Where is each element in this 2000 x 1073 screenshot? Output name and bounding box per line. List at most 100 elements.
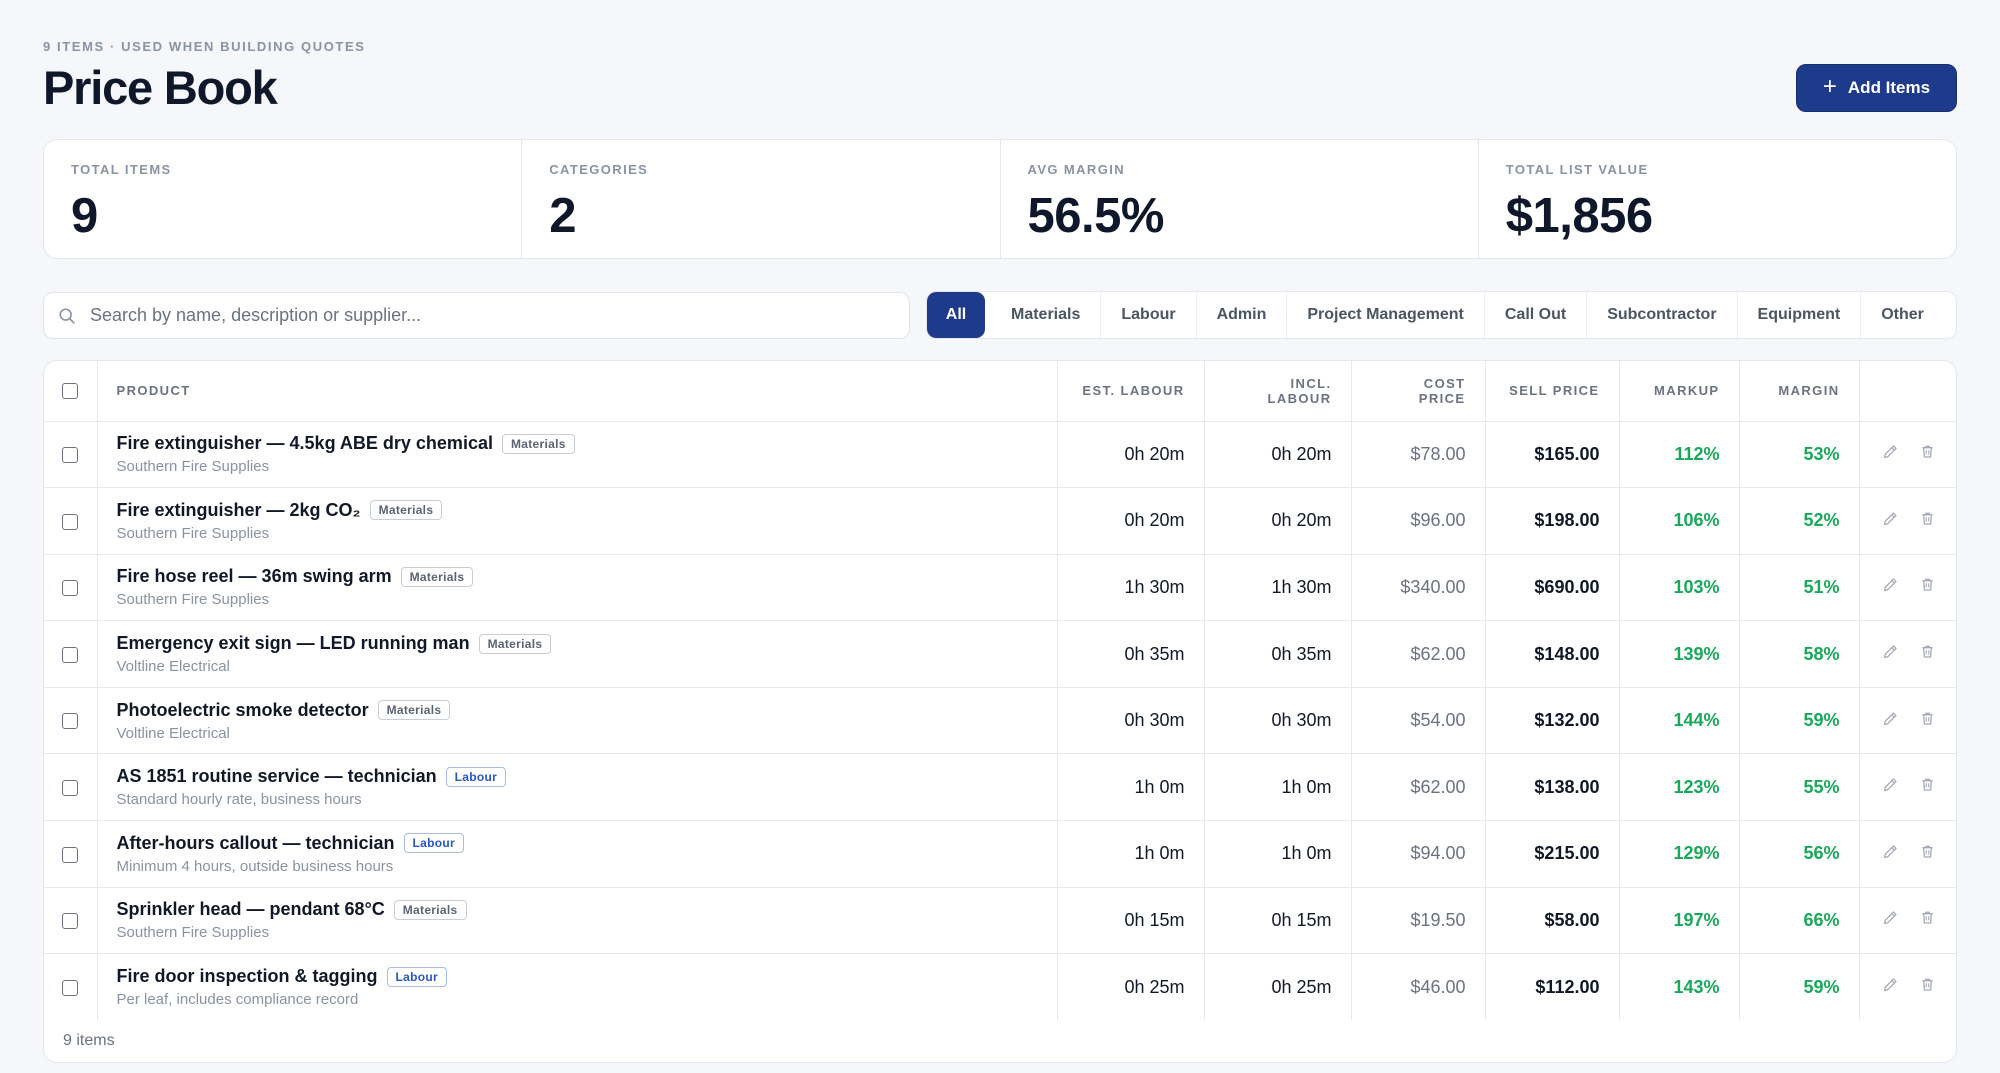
plus-icon: +: [1822, 73, 1837, 100]
incl-labour-cell: 0h 15m: [1204, 887, 1352, 955]
col-margin[interactable]: MARGIN: [1739, 361, 1860, 422]
pencil-icon[interactable]: [1882, 776, 1899, 793]
incl-labour-cell: 0h 20m: [1204, 421, 1352, 489]
table-row[interactable]: Fire extinguisher — 2kg CO₂ Materials So…: [44, 487, 1956, 555]
row-checkbox[interactable]: [62, 913, 79, 930]
category-badge: Materials: [393, 899, 467, 920]
table-row[interactable]: Sprinkler head — pendant 68°C Materials …: [44, 887, 1956, 955]
page-eyebrow: 9 ITEMS · USED WHEN BUILDING QUOTES: [43, 39, 366, 54]
trash-icon[interactable]: [1919, 776, 1936, 793]
actions-cell: [1859, 421, 1956, 489]
trash-icon[interactable]: [1919, 576, 1936, 593]
cost-price-cell: $19.50: [1351, 887, 1486, 955]
table-row[interactable]: After-hours callout — technician Labour …: [44, 820, 1956, 888]
row-checkbox[interactable]: [62, 513, 79, 530]
margin-cell: 55%: [1739, 753, 1860, 822]
markup-cell: 112%: [1619, 421, 1740, 489]
cost-price-cell: $340.00: [1351, 554, 1486, 622]
pencil-icon[interactable]: [1882, 843, 1899, 860]
row-checkbox[interactable]: [62, 979, 79, 996]
product-cell: Fire extinguisher — 4.5kg ABE dry chemic…: [97, 421, 1058, 489]
pencil-icon[interactable]: [1882, 443, 1899, 460]
trash-icon[interactable]: [1919, 510, 1936, 527]
filter-call-out[interactable]: Call Out: [1485, 292, 1588, 338]
row-actions: [1882, 576, 1936, 593]
trash-icon[interactable]: [1919, 843, 1936, 860]
pencil-icon[interactable]: [1882, 710, 1899, 727]
row-select-cell: [44, 820, 98, 888]
product-subtitle: Voltline Electrical: [116, 658, 230, 676]
trash-icon[interactable]: [1919, 710, 1936, 727]
stat-total-list-value: TOTAL LIST VALUE $1,856: [1479, 140, 1956, 258]
product-subtitle: Southern Fire Supplies: [116, 591, 270, 609]
col-product[interactable]: PRODUCT: [97, 361, 1058, 422]
trash-icon[interactable]: [1919, 443, 1936, 460]
table-row[interactable]: Fire extinguisher — 4.5kg ABE dry chemic…: [44, 421, 1956, 489]
row-checkbox[interactable]: [62, 713, 79, 730]
cost-price-cell: $46.00: [1351, 953, 1486, 1021]
incl-labour-cell: 0h 25m: [1204, 953, 1352, 1021]
product-name: Fire extinguisher — 4.5kg ABE dry chemic…: [116, 433, 493, 454]
row-checkbox[interactable]: [62, 580, 79, 597]
trash-icon[interactable]: [1919, 643, 1936, 660]
filter-all[interactable]: All: [927, 292, 985, 338]
row-checkbox[interactable]: [62, 646, 79, 663]
markup-cell: 123%: [1619, 753, 1740, 822]
row-checkbox[interactable]: [62, 447, 79, 464]
table-row[interactable]: Photoelectric smoke detector Materials V…: [44, 687, 1956, 755]
filter-labour[interactable]: Labour: [1101, 292, 1197, 338]
cost-price-cell: $62.00: [1351, 753, 1486, 822]
row-select-cell: [44, 487, 98, 555]
cost-price-cell: $96.00: [1351, 487, 1486, 555]
pencil-icon[interactable]: [1882, 643, 1899, 660]
search-box[interactable]: [43, 292, 910, 339]
filter-other[interactable]: Other: [1881, 306, 1924, 323]
col-cost-price[interactable]: COST PRICE: [1351, 361, 1486, 422]
filter-project-management[interactable]: Project Management: [1287, 292, 1485, 338]
filter-materials[interactable]: Materials: [991, 292, 1102, 338]
stat-avg-margin: AVG MARGIN 56.5%: [1001, 140, 1479, 258]
pencil-icon[interactable]: [1882, 510, 1899, 527]
select-all-checkbox[interactable]: [62, 383, 79, 400]
actions-cell: [1859, 554, 1956, 622]
trash-icon[interactable]: [1919, 909, 1936, 926]
margin-cell: 51%: [1739, 554, 1860, 622]
product-subtitle: Standard hourly rate, business hours: [116, 791, 362, 809]
est-labour-cell: 0h 20m: [1057, 487, 1205, 555]
product-title: Fire extinguisher — 4.5kg ABE dry chemic…: [117, 433, 1038, 454]
cost-price-cell: $62.00: [1351, 620, 1486, 688]
pencil-icon[interactable]: [1882, 909, 1899, 926]
trash-icon[interactable]: [1919, 976, 1936, 993]
sell-price-cell: $148.00: [1485, 620, 1620, 688]
incl-labour-cell: 1h 0m: [1204, 753, 1352, 822]
row-actions: [1882, 643, 1936, 660]
row-select-cell: [44, 421, 98, 489]
pencil-icon[interactable]: [1882, 976, 1899, 993]
row-select-cell: [44, 753, 98, 822]
filter-admin[interactable]: Admin: [1197, 292, 1288, 338]
add-items-button[interactable]: + Add Items: [1796, 64, 1957, 112]
table-row[interactable]: AS 1851 routine service — technician Lab…: [44, 753, 1956, 822]
search-input[interactable]: [90, 305, 890, 326]
product-title: AS 1851 routine service — technician Lab…: [117, 766, 1038, 787]
filter-equipment[interactable]: Equipment: [1738, 292, 1862, 338]
col-est-labour[interactable]: EST. LABOUR: [1057, 361, 1205, 422]
est-labour-cell: 1h 0m: [1057, 753, 1205, 822]
row-checkbox[interactable]: [62, 780, 79, 797]
table-row[interactable]: Fire door inspection & tagging Labour Pe…: [44, 953, 1956, 1021]
product-cell: Sprinkler head — pendant 68°C Materials …: [97, 887, 1058, 955]
table-row[interactable]: Fire hose reel — 36m swing arm Materials…: [44, 554, 1956, 622]
est-labour-cell: 0h 30m: [1057, 687, 1205, 755]
col-markup[interactable]: MARKUP: [1619, 361, 1740, 422]
product-subtitle: Per leaf, includes compliance record: [116, 991, 359, 1009]
row-checkbox[interactable]: [62, 846, 79, 863]
pencil-icon[interactable]: [1882, 576, 1899, 593]
sell-price-cell: $215.00: [1485, 820, 1620, 888]
col-sell-price[interactable]: SELL PRICE: [1485, 361, 1620, 422]
product-name: Emergency exit sign — LED running man: [116, 633, 470, 654]
table-row[interactable]: Emergency exit sign — LED running man Ma…: [44, 620, 1956, 688]
stat-label: CATEGORIES: [549, 162, 649, 177]
sell-price-cell: $690.00: [1485, 554, 1620, 622]
filter-subcontractor[interactable]: Subcontractor: [1587, 292, 1738, 338]
col-incl-labour[interactable]: INCL. LABOUR: [1204, 361, 1352, 422]
